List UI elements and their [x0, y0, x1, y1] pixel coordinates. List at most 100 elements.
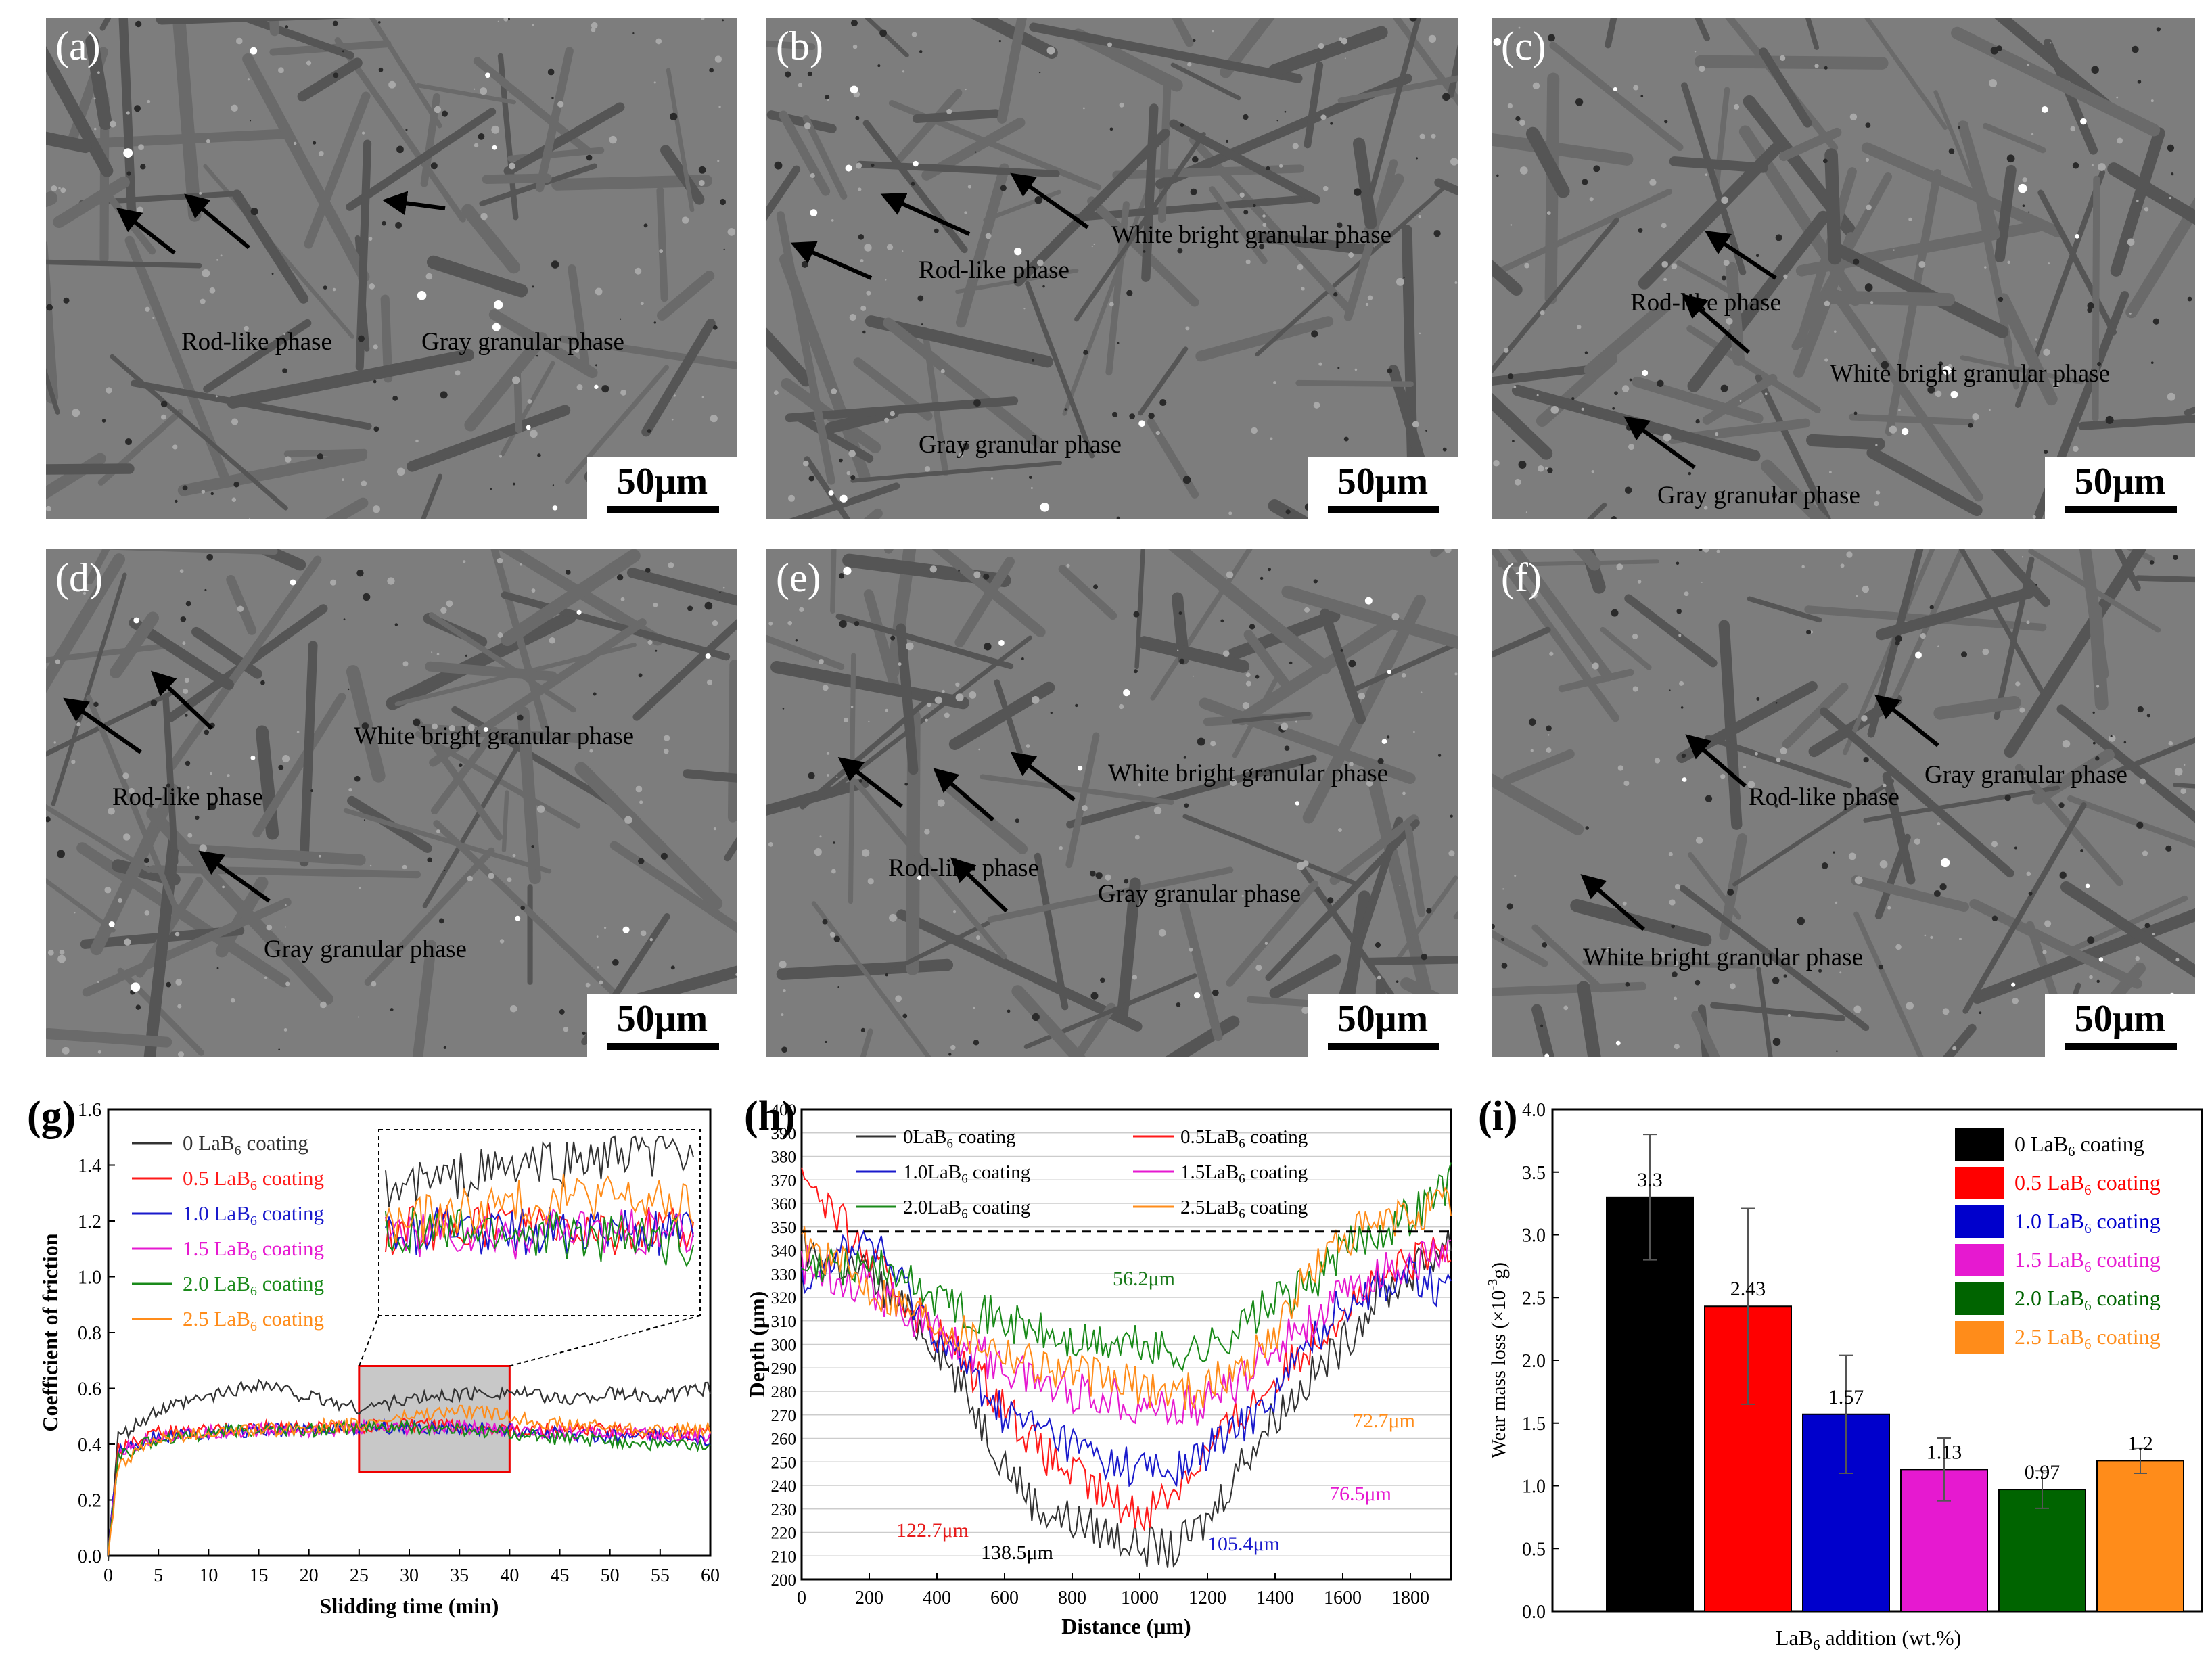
scale-bar-label: 50μm: [2074, 461, 2166, 503]
legend-entry: 1.0LaB6 coating: [903, 1161, 1030, 1186]
annotation-gray-granular-phase: Gray granular phase: [919, 431, 1122, 459]
annotation-rod-like-phase: Rod-like phase: [112, 783, 263, 811]
annotation-white-bright-granular-phase: White bright granular phase: [354, 722, 635, 750]
y-tick-label: 0.6: [78, 1379, 101, 1400]
y-axis-label: Coefficient of friction: [38, 1233, 62, 1431]
y-tick-label: 320: [771, 1289, 797, 1308]
x-tick-label: 1600: [1324, 1588, 1362, 1609]
arrow-icon: [1010, 172, 1089, 229]
bar: [1998, 1489, 2086, 1612]
x-tick-label: 1800: [1391, 1588, 1429, 1609]
arrow-icon: [1705, 231, 1777, 280]
x-tick-label: 0: [797, 1588, 806, 1609]
x-tick-label: 30: [400, 1565, 419, 1586]
y-tick-label: 400: [771, 1101, 797, 1119]
arrow-icon: [1874, 694, 1939, 747]
panel-label-f: (f): [1501, 555, 1542, 600]
panel-label-e: (e): [776, 555, 821, 600]
annotation-white-bright-granular-phase: White bright granular phase: [1830, 360, 2111, 388]
y-tick-label: 300: [771, 1337, 797, 1355]
y-tick-label: 340: [771, 1243, 797, 1261]
inset-series-line: [385, 1207, 694, 1268]
legend-entry: 1.5 LaB6 coating: [183, 1237, 324, 1264]
x-tick-label: 20: [300, 1565, 319, 1586]
scale-bar-label: 50μm: [1337, 998, 1429, 1040]
x-tick-label: 45: [551, 1565, 570, 1586]
x-tick-label: 200: [855, 1588, 883, 1609]
panel-label-g: (g): [27, 1093, 76, 1139]
bar: [2096, 1460, 2184, 1613]
annotation-white-bright-granular-phase: White bright granular phase: [1111, 221, 1392, 249]
y-axis-label: Wear mass loss (×10-3g): [1485, 1262, 1510, 1458]
panel-label-h: (h): [744, 1093, 796, 1139]
x-axis-label: Distance (μm): [1061, 1614, 1191, 1638]
y-tick-label: 1.0: [78, 1268, 101, 1289]
legend-entry: 1.5 LaB6 coating: [2014, 1247, 2161, 1275]
series-line: [801, 1167, 1452, 1532]
y-tick-label: 1.6: [78, 1100, 101, 1121]
x-tick-label: 1000: [1121, 1588, 1159, 1609]
legend-entry: 1.0 LaB6 coating: [2014, 1209, 2161, 1237]
x-tick-label: 600: [990, 1588, 1019, 1609]
inset-series-line: [385, 1174, 694, 1243]
x-tick-label: 15: [250, 1565, 269, 1586]
y-tick-label: 290: [771, 1360, 797, 1378]
x-tick-label: 10: [199, 1565, 218, 1586]
legend-entry: 0.5 LaB6 coating: [2014, 1170, 2161, 1198]
legend-entry: 2.5 LaB6 coating: [183, 1307, 324, 1334]
legend-entry: 2.5 LaB6 coating: [2014, 1324, 2161, 1352]
legend-swatch: [1955, 1167, 2004, 1199]
y-tick-label: 330: [771, 1266, 797, 1284]
bar-value-label: 2.43: [1730, 1278, 1766, 1300]
depth-label-2.5: 72.7μm: [1353, 1410, 1415, 1432]
annotation-gray-granular-phase: Gray granular phase: [264, 935, 467, 963]
y-axis-label: Depth (μm): [745, 1291, 769, 1398]
bar-value-label: 0.97: [2025, 1461, 2060, 1483]
sem-panel-b: (b) White bright granular phase Rod-like…: [766, 18, 1458, 519]
x-tick-label: 25: [350, 1565, 369, 1586]
y-tick-label: 1.2: [78, 1211, 101, 1232]
depth-label-0.5: 122.7μm: [896, 1519, 969, 1542]
legend-swatch: [1955, 1321, 2004, 1354]
legend-entry: 0 LaB6 coating: [183, 1131, 308, 1158]
depth-label-2.0: 56.2μm: [1113, 1268, 1175, 1290]
legend-entry: 1.5LaB6 coating: [1180, 1161, 1308, 1186]
annotation-white-bright-granular-phase: White bright granular phase: [1583, 944, 1864, 971]
panel-label-a: (a): [55, 24, 101, 68]
scale-bar-label: 50μm: [616, 998, 708, 1040]
scale-bar-label: 50μm: [2074, 998, 2166, 1040]
sem-panel-d: (d) White bright granular phase Rod-like…: [46, 549, 737, 1057]
arrow-icon: [382, 191, 446, 216]
legend-entry: 2.0 LaB6 coating: [183, 1272, 324, 1299]
y-tick-label: 0.2: [78, 1491, 101, 1512]
x-tick-label: 40: [500, 1565, 519, 1586]
depth-label-0: 138.5μm: [981, 1542, 1053, 1564]
panel-label-c: (c): [1501, 24, 1546, 68]
scale-bar-label: 50μm: [616, 461, 708, 503]
legend-swatch: [1955, 1244, 2004, 1276]
y-tick-label: 380: [771, 1149, 797, 1167]
y-tick-label: 0.8: [78, 1323, 101, 1344]
sem-panel-f: (f) Rod-like phase Gray granular phase W…: [1492, 549, 2195, 1057]
x-tick-label: 0: [103, 1565, 113, 1586]
scale-bar: 50μm: [587, 994, 737, 1057]
inset-frame: [378, 1129, 701, 1316]
annotation-gray-granular-phase: Gray granular phase: [1925, 761, 2127, 789]
y-tick-label: 310: [771, 1313, 797, 1331]
sem-panel-c: (c) Rod-like phase White bright granular…: [1492, 18, 2195, 519]
x-tick-label: 60: [701, 1565, 720, 1586]
legend-entry: 0.5 LaB6 coating: [183, 1166, 324, 1193]
x-tick-label: 50: [601, 1565, 620, 1586]
bar-value-label: 3.3: [1637, 1169, 1663, 1191]
legend-entry: 0 LaB6 coating: [2014, 1132, 2144, 1159]
arrow-icon: [880, 193, 971, 236]
y-tick-label: 1.4: [78, 1156, 101, 1177]
depth-profile-chart: (h) 200 210 220 230 240 250 260 270 280 290 300 310 3…: [744, 1093, 1452, 1638]
y-tick-label: 260: [771, 1431, 797, 1449]
y-tick-label: 210: [771, 1548, 797, 1566]
bar: [1606, 1196, 1694, 1613]
arrow-icon: [790, 241, 873, 280]
scale-bar: 50μm: [1308, 994, 1458, 1057]
scale-bar: 50μm: [2045, 994, 2195, 1057]
arrow-icon: [1685, 734, 1747, 788]
